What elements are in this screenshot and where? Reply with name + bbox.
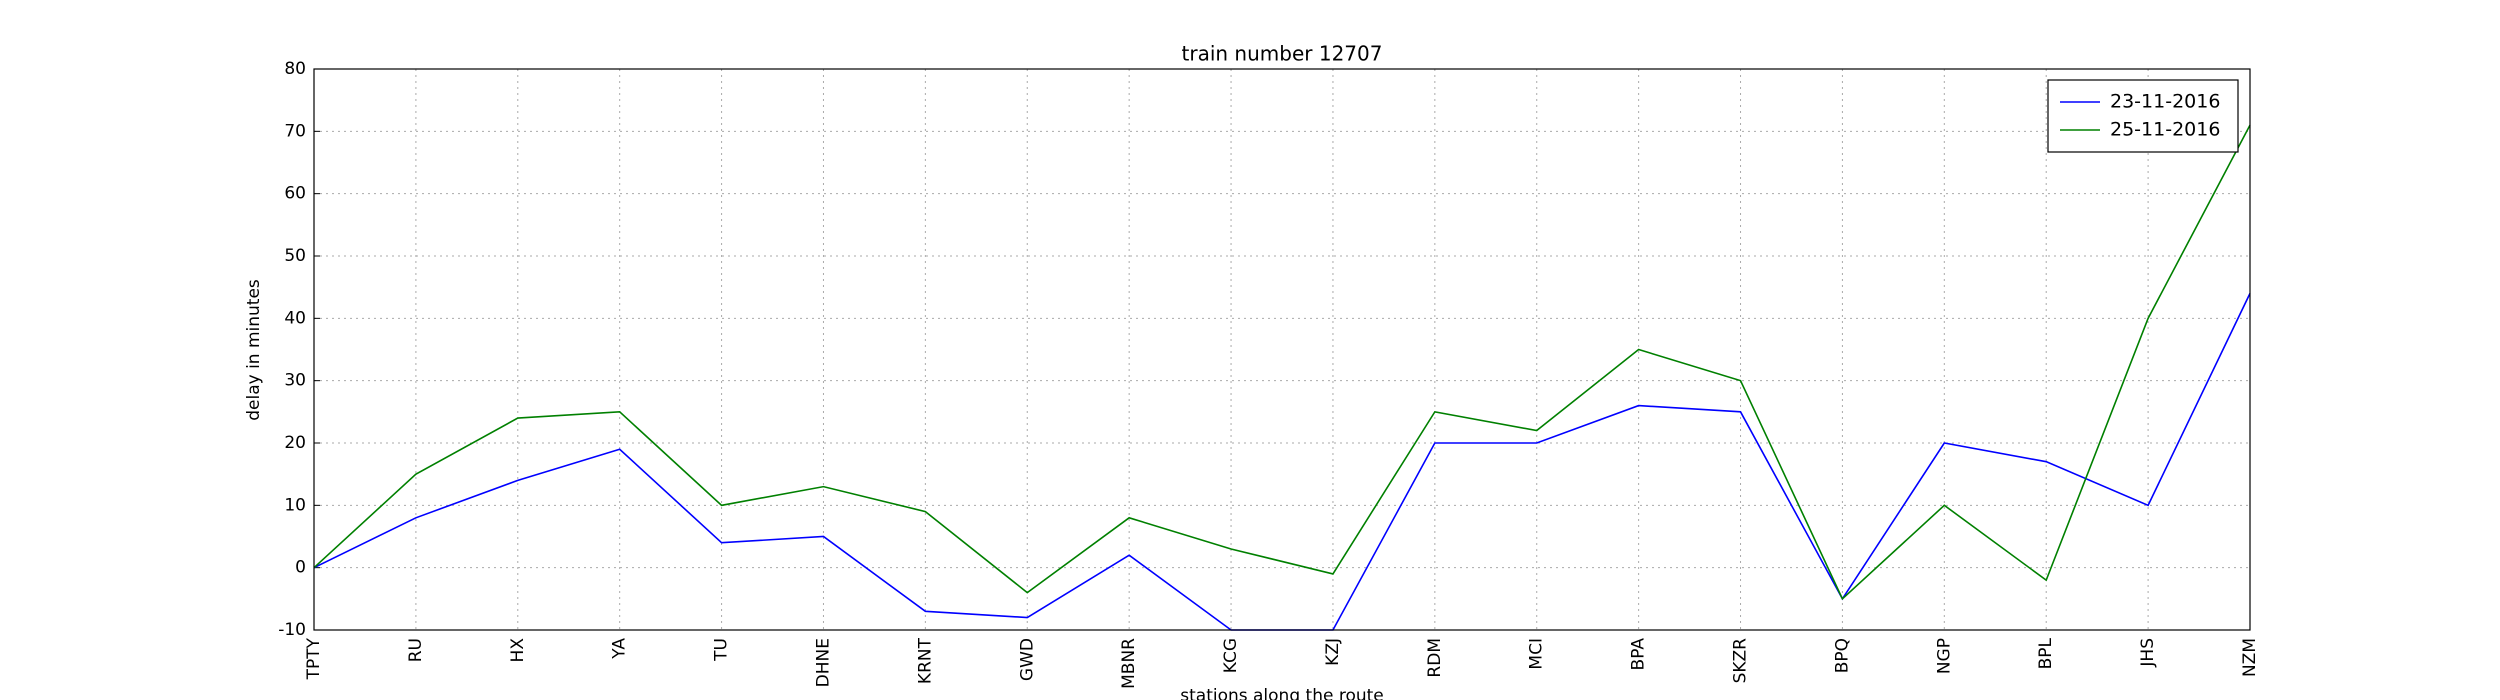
y-tick-label: 40 <box>284 308 306 328</box>
chart-title: train number 12707 <box>1182 42 1383 66</box>
y-tick-label: 50 <box>284 246 306 266</box>
series-line <box>313 293 2251 631</box>
y-axis-label: delay in minutes <box>244 279 264 421</box>
y-tick-label: -10 <box>278 620 306 640</box>
series-line <box>313 124 2251 601</box>
x-tick-label: BPQ <box>1832 638 1852 673</box>
legend-box <box>2047 79 2239 153</box>
x-tick-label: BPA <box>1629 638 1649 671</box>
x-tick-label: NZM <box>2240 638 2260 677</box>
x-tick-label: RU <box>406 638 426 662</box>
y-tick-label: 80 <box>284 59 306 79</box>
x-tick-label: MBNR <box>1119 638 1139 689</box>
y-tick-label: 10 <box>284 495 306 515</box>
x-tick-label: NGP <box>1934 638 1954 674</box>
x-tick-label: TU <box>712 638 732 662</box>
y-tick-label: 70 <box>284 121 306 141</box>
x-tick-label: MCI <box>1527 638 1547 670</box>
x-tick-label: GWD <box>1017 638 1037 681</box>
x-tick-label: KRNT <box>915 637 935 684</box>
x-tick-label: SKZR <box>1731 638 1751 684</box>
x-tick-label: JHS <box>2138 638 2158 668</box>
x-tick-label: KZJ <box>1323 638 1343 666</box>
legend-label: 23-11-2016 <box>2110 91 2220 113</box>
x-tick-label: BPL <box>2036 637 2056 669</box>
x-tick-label: DHNE <box>813 638 833 687</box>
y-tick-label: 60 <box>284 184 306 204</box>
x-tick-label: YA <box>610 638 630 660</box>
y-tick-label: 30 <box>284 371 306 391</box>
y-tick-label: 20 <box>284 433 306 453</box>
x-tick-label: TPTY <box>304 637 324 680</box>
plot-frame <box>313 68 2251 631</box>
y-tick-label: 0 <box>295 558 306 578</box>
x-axis-label: stations along the route <box>1180 686 1384 700</box>
x-tick-label: RDM <box>1425 638 1445 678</box>
x-tick-label: HX <box>508 638 528 663</box>
legend-label: 25-11-2016 <box>2110 119 2220 141</box>
x-tick-label: KCG <box>1221 638 1241 673</box>
